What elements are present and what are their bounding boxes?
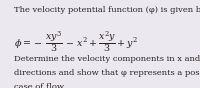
Text: The velocity potential function (φ) is given by:: The velocity potential function (φ) is g…	[14, 6, 200, 14]
Text: case of flow.: case of flow.	[14, 83, 66, 88]
Text: Determine the velocity components in x and y: Determine the velocity components in x a…	[14, 55, 200, 63]
Text: directions and show that φ represents a possible: directions and show that φ represents a …	[14, 69, 200, 77]
Text: $\phi = -\,\dfrac{xy^{3}}{3}\,-\,x^{2}+\dfrac{x^{2}y}{3}+y^{2}$: $\phi = -\,\dfrac{xy^{3}}{3}\,-\,x^{2}+\…	[14, 29, 138, 54]
